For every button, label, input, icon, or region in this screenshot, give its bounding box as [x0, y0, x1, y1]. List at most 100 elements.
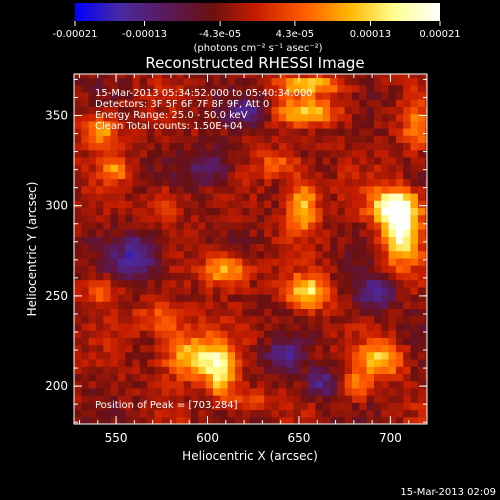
heatmap-cell — [220, 301, 229, 309]
heatmap-cell — [205, 221, 214, 230]
heatmap-cell — [256, 164, 265, 172]
heatmap-cell — [403, 272, 411, 281]
heatmap-cell — [374, 337, 382, 346]
heatmap-cell — [235, 294, 243, 302]
heatmap-cell — [154, 74, 163, 79]
heatmap-cell — [74, 149, 82, 158]
heatmap-cell — [242, 402, 251, 411]
heatmap-cell — [388, 193, 397, 201]
heatmap-cell — [169, 164, 177, 172]
heatmap-cell — [359, 214, 368, 223]
heatmap-cell — [330, 74, 338, 79]
heatmap-cell — [344, 366, 353, 374]
heatmap-cell — [110, 337, 119, 346]
heatmap-cell — [388, 185, 397, 194]
heatmap-cell — [110, 207, 119, 216]
heatmap-cell — [169, 308, 177, 317]
heatmap-cell — [191, 409, 199, 418]
heatmap-cell — [337, 387, 346, 396]
heatmap-cell — [381, 272, 390, 281]
heatmap-cell — [249, 330, 258, 338]
heatmap-cell — [256, 286, 265, 295]
heatmap-cell — [366, 113, 375, 122]
heatmap-cell — [278, 99, 287, 107]
heatmap-cell — [344, 77, 353, 86]
heatmap-cell — [103, 84, 112, 93]
heatmap-cell — [417, 258, 426, 266]
heatmap-cell — [183, 221, 192, 230]
heatmap-cell — [95, 337, 104, 346]
heatmap-cell — [154, 286, 163, 295]
heatmap-cell — [344, 395, 353, 403]
heatmap-cell — [169, 359, 177, 367]
heatmap-cell — [315, 359, 324, 367]
heatmap-cell — [169, 84, 177, 93]
heatmap-cell — [256, 330, 265, 338]
heatmap-cell — [330, 229, 338, 237]
heatmap-cell — [81, 207, 90, 216]
heatmap-cell — [293, 301, 302, 309]
heatmap-cell — [286, 178, 294, 187]
heatmap-cell — [132, 157, 141, 165]
heatmap-cell — [132, 250, 141, 259]
heatmap-cell — [125, 250, 133, 259]
heatmap-cell — [388, 323, 397, 331]
heatmap-cell — [139, 142, 148, 151]
heatmap-cell — [95, 366, 104, 374]
heatmap-cell — [374, 178, 382, 187]
heatmap-cell — [286, 359, 294, 367]
heatmap-cell — [220, 409, 229, 418]
heatmap-cell — [117, 294, 126, 302]
heatmap-cell — [176, 113, 185, 122]
heatmap-cell — [220, 193, 229, 201]
heatmap-cell — [374, 200, 382, 208]
heatmap-cell — [330, 99, 338, 107]
heatmap-cell — [315, 214, 324, 223]
heatmap-cell — [293, 99, 302, 107]
heatmap-cell — [81, 387, 90, 396]
heatmap-cell — [417, 323, 426, 331]
heatmap-cell — [117, 99, 126, 107]
heatmap-cell — [344, 250, 353, 259]
heatmap-cell — [352, 315, 360, 324]
heatmap-cell — [271, 351, 280, 360]
heatmap-cell — [81, 106, 90, 115]
heatmap-cell — [425, 128, 427, 136]
heatmap-cell — [74, 200, 82, 208]
heatmap-cell — [352, 258, 360, 266]
heatmap-cell — [374, 272, 382, 281]
heatmap-cell — [256, 294, 265, 302]
heatmap-cell — [88, 301, 97, 309]
heatmap-cell — [271, 323, 280, 331]
heatmap-cell — [344, 330, 353, 338]
heatmap-cell — [139, 164, 148, 172]
heatmap-cell — [213, 395, 221, 403]
heatmap-cell — [315, 330, 324, 338]
heatmap-cell — [359, 149, 368, 158]
heatmap-cell — [315, 258, 324, 266]
heatmap-cell — [293, 409, 302, 418]
heatmap-cell — [191, 301, 199, 309]
heatmap-cell — [308, 344, 316, 353]
heatmap-cell — [205, 84, 214, 93]
heatmap-cell — [235, 164, 243, 172]
heatmap-cell — [161, 84, 170, 93]
heatmap-cell — [403, 164, 411, 172]
heatmap-cell — [256, 106, 265, 115]
heatmap-cell — [169, 214, 177, 223]
heatmap-cell — [154, 323, 163, 331]
heatmap-cell — [88, 351, 97, 360]
x-axis: 550 600 650 700 — [78, 74, 428, 445]
heatmap-cell — [300, 120, 309, 129]
heatmap-cell — [322, 279, 331, 288]
heatmap-cell — [425, 221, 427, 230]
heatmap-cell — [147, 308, 155, 317]
heatmap-cell — [220, 395, 229, 403]
heatmap-cell — [132, 308, 141, 317]
heatmap-cell — [176, 74, 185, 79]
heatmap-cell — [213, 157, 221, 165]
heatmap-cell — [300, 113, 309, 122]
heatmap-cell — [308, 243, 316, 252]
heatmap-cell — [139, 286, 148, 295]
heatmap-cell — [154, 344, 163, 353]
